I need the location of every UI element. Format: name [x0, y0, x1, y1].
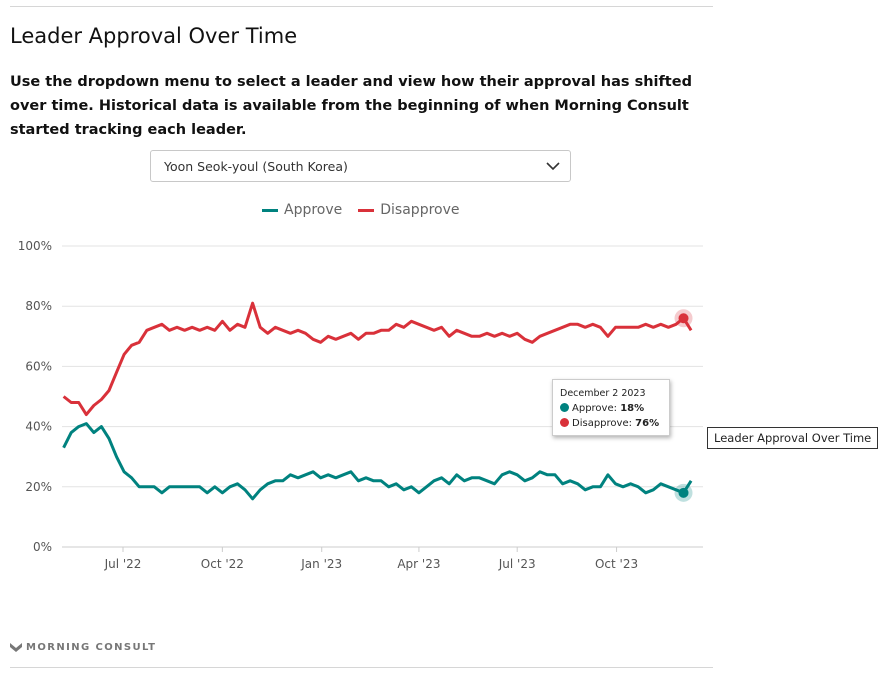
- approve-swatch: [262, 208, 278, 212]
- y-tick-label: 100%: [18, 239, 52, 253]
- tooltip-approve-value: 18%: [620, 403, 645, 414]
- legend-label-disapprove: Disapprove: [380, 202, 460, 218]
- legend-item-disapprove[interactable]: Disapprove: [358, 202, 460, 218]
- approve-dot-icon: [560, 403, 569, 412]
- bottom-divider: [10, 667, 713, 668]
- y-tick-label: 0%: [33, 540, 52, 554]
- series-line-disapprove: [62, 301, 693, 417]
- morning-consult-logo-icon: [10, 642, 22, 652]
- legend-label-approve: Approve: [284, 202, 343, 218]
- series-line-approve: [62, 422, 693, 501]
- tooltip-approve: Approve: 18%: [560, 401, 669, 416]
- page-title: Leader Approval Over Time: [10, 24, 298, 48]
- y-tick-label: 80%: [25, 299, 52, 313]
- x-tick-label: Oct '22: [201, 557, 244, 571]
- x-tick-label: Apr '23: [397, 557, 440, 571]
- highlight-point-approve: [678, 487, 689, 498]
- leader-dropdown[interactable]: Yoon Seok-youl (South Korea): [150, 150, 571, 182]
- disapprove-swatch: [358, 208, 375, 212]
- x-tick-label: Jan '23: [300, 557, 342, 571]
- chart-tooltip: December 2 2023 Approve: 18% Disapprove:…: [552, 379, 670, 436]
- tooltip-disapprove-label: Disapprove:: [572, 418, 632, 429]
- x-tick-label: Jul '23: [498, 557, 536, 571]
- y-tick-label: 40%: [25, 420, 52, 434]
- tooltip-disapprove: Disapprove: 76%: [560, 416, 669, 431]
- chevron-down-icon: [546, 162, 560, 171]
- top-divider: [10, 6, 713, 7]
- leader-dropdown-value: Yoon Seok-youl (South Korea): [164, 158, 348, 174]
- tooltip-disapprove-value: 76%: [635, 418, 660, 429]
- y-tick-label: 60%: [25, 359, 52, 373]
- disapprove-dot-icon: [560, 418, 569, 427]
- legend-item-approve[interactable]: Approve: [262, 202, 342, 218]
- tooltip-date: December 2 2023: [560, 388, 646, 399]
- highlight-point-disapprove: [678, 313, 689, 324]
- y-tick-label: 20%: [25, 480, 52, 494]
- x-tick-label: Jul '22: [104, 557, 142, 571]
- brand-name: MORNING CONSULT: [26, 642, 157, 653]
- floating-tooltip: Leader Approval Over Time: [707, 427, 879, 449]
- description: Use the dropdown menu to select a leader…: [10, 74, 692, 138]
- chart-legend: Approve Disapprove: [262, 202, 460, 218]
- x-tick-label: Oct '23: [595, 557, 638, 571]
- morning-consult-logo: MORNING CONSULT: [10, 642, 156, 653]
- tooltip-approve-label: Approve:: [572, 403, 617, 414]
